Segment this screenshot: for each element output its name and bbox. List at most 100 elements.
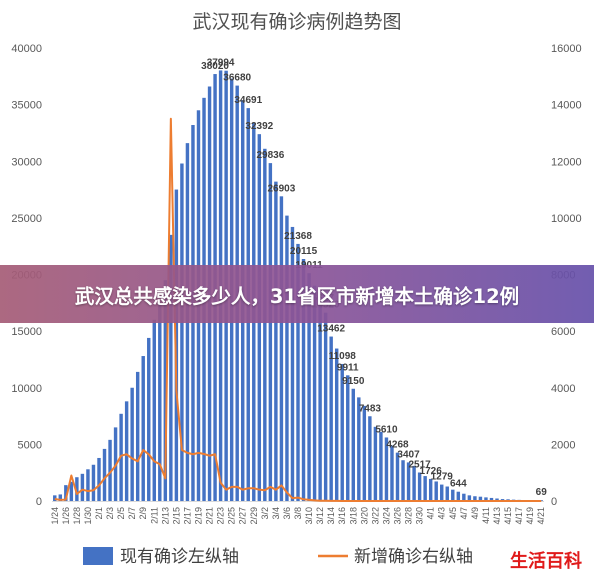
bar-value-label: 36680: [223, 73, 251, 84]
bar-value-label: 9911: [337, 362, 359, 373]
bar-value-label: 21368: [284, 231, 312, 242]
x-tick-label: 3/10: [304, 507, 314, 525]
bar: [379, 431, 383, 501]
bar-value-label: 37994: [207, 57, 235, 68]
bar: [141, 356, 145, 501]
bar: [495, 498, 499, 501]
x-tick-label: 3/8: [293, 507, 303, 520]
legend-label-line: 新增确诊右纵轴: [354, 547, 473, 567]
bar: [340, 363, 344, 501]
bar: [434, 481, 438, 501]
x-tick-label: 3/24: [381, 507, 391, 525]
left-tick-label: 15000: [11, 326, 42, 338]
bar-value-label: 1726: [420, 466, 443, 477]
bar: [64, 485, 68, 501]
left-tick-label: 10000: [11, 383, 42, 395]
x-tick-label: 1/26: [61, 507, 71, 525]
x-tick-label: 3/6: [282, 507, 292, 520]
bar: [484, 497, 488, 501]
x-tick-label: 1/24: [50, 507, 60, 525]
bar: [69, 481, 74, 501]
bar: [323, 312, 328, 501]
bar: [102, 448, 107, 501]
bar: [406, 462, 411, 501]
x-tick-label: 2/25: [227, 507, 237, 525]
x-tick-label: 4/7: [459, 507, 469, 520]
bar: [53, 495, 57, 501]
bar: [263, 148, 267, 502]
left-tick-label: 5000: [18, 439, 42, 451]
x-tick-label: 3/22: [370, 507, 380, 525]
bar: [274, 181, 278, 501]
x-tick-label: 2/7: [127, 507, 137, 520]
x-tick-label: 3/20: [359, 507, 369, 525]
bar: [478, 496, 483, 501]
bar: [334, 348, 339, 501]
x-tick-label: 3/28: [404, 507, 414, 525]
bar: [440, 484, 444, 501]
left-tick-label: 25000: [11, 213, 42, 225]
bar: [124, 401, 129, 501]
bar: [163, 280, 168, 501]
bar: [75, 477, 79, 501]
bar-value-label: 26903: [268, 183, 296, 194]
x-tick-label: 3/30: [415, 507, 425, 525]
bar: [147, 337, 151, 501]
bar: [373, 426, 378, 501]
bar-value-label: 69: [536, 487, 548, 498]
bar-value-label: 34691: [234, 95, 262, 106]
x-tick-label: 4/17: [514, 507, 524, 525]
right-tick-label: 14000: [551, 100, 582, 112]
x-tick-label: 2/3: [105, 507, 115, 520]
bar-value-label: 7483: [359, 403, 382, 414]
bar: [290, 226, 295, 501]
right-tick-label: 10000: [551, 213, 582, 225]
bar-value-label: 13462: [317, 324, 345, 335]
bar: [368, 416, 372, 501]
x-tick-label: 4/21: [536, 507, 546, 525]
bar: [285, 215, 289, 502]
bar: [80, 473, 85, 501]
x-tick-label: 4/9: [470, 507, 480, 520]
x-tick-label: 4/3: [437, 507, 447, 520]
bar: [130, 387, 134, 501]
x-tick-label: 2/15: [171, 507, 181, 525]
chart-title: 武汉现有确诊病例趋势图: [192, 11, 401, 33]
x-tick-label: 4/5: [448, 507, 458, 520]
bar-value-label: 1279: [431, 472, 454, 483]
x-tick-label: 2/23: [216, 507, 226, 525]
x-tick-label: 4/15: [503, 507, 513, 525]
x-tick-label: 1/30: [83, 507, 93, 525]
bar: [158, 302, 162, 501]
bar: [473, 496, 477, 501]
x-tick-label: 3/12: [315, 507, 325, 525]
x-tick-label: 4/19: [525, 507, 535, 525]
new-cases-line: [54, 117, 542, 502]
bar: [346, 375, 350, 501]
bar: [423, 476, 427, 501]
left-tick-label: 0: [36, 496, 42, 508]
x-tick-label: 2/13: [160, 507, 170, 525]
left-tick-label: 35000: [11, 100, 42, 112]
bar: [428, 478, 433, 501]
x-tick-label: 4/13: [492, 507, 502, 525]
bar: [351, 388, 355, 501]
headline-text: 武汉总共感染多少人，31省区市新增本土确诊12例: [74, 284, 520, 308]
bar: [180, 163, 184, 501]
left-tick-label: 30000: [11, 156, 42, 168]
bar-value-label: 32392: [245, 121, 273, 132]
x-tick-label: 2/11: [149, 507, 159, 524]
left-axis-ticks: 0500010000150002000025000300003500040000: [11, 43, 42, 508]
x-tick-label: 1/28: [72, 507, 82, 525]
bar: [467, 495, 472, 501]
legend-label-bars: 现有确诊左纵轴: [120, 547, 239, 567]
bar: [307, 273, 311, 501]
x-tick-label: 3/16: [337, 507, 347, 525]
x-axis-ticks: 1/24 1/26 1/28 1/30 2/1 2/3 2/5 2/7 2/9 2/11 2/13 2…: [50, 507, 546, 525]
x-tick-label: 2/27: [238, 507, 248, 525]
x-tick-label: 4/11: [481, 507, 491, 524]
bar: [445, 486, 449, 501]
x-tick-label: 3/14: [326, 507, 336, 525]
bar: [135, 371, 140, 501]
